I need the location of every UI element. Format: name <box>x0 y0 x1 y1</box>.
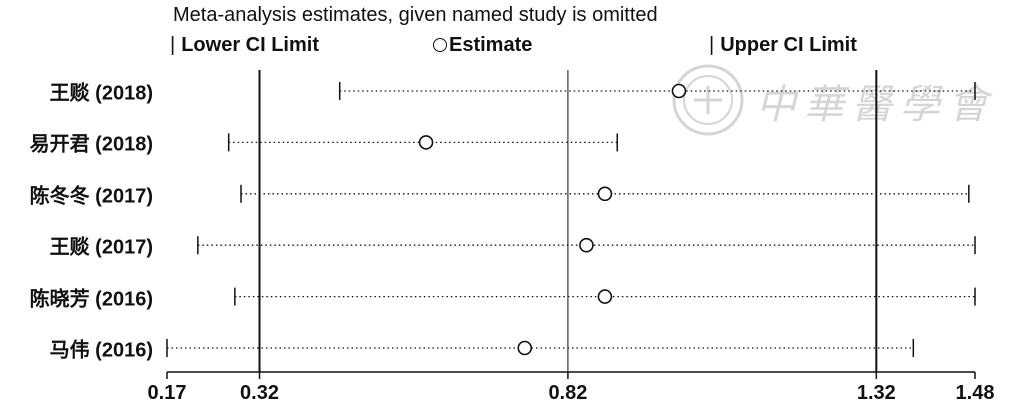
legend-estimate-label: Estimate <box>449 34 533 56</box>
study-label: 陈冬冬 (2017) <box>29 185 153 208</box>
study-label: 易开君 (2018) <box>29 133 153 156</box>
x-tick-label: 1.48 <box>955 382 995 404</box>
x-tick-label: 0.17 <box>147 382 187 404</box>
x-tick-label: 0.32 <box>240 382 279 404</box>
lower-ci-marker-icon: | <box>170 34 176 56</box>
legend-estimate: Estimate <box>433 34 532 57</box>
estimate-point <box>671 83 687 99</box>
watermark-seal-icon <box>672 64 744 136</box>
study-label: 王赕 (2018) <box>49 82 153 105</box>
chart-title: Meta-analysis estimates, given named stu… <box>173 4 658 26</box>
x-tick-label: 1.32 <box>856 382 896 404</box>
upper-ci-marker-icon: | <box>709 34 715 56</box>
study-label: 陈晓芳 (2016) <box>29 288 153 311</box>
legend-upper-ci: | Upper CI Limit <box>709 34 857 57</box>
estimate-point <box>517 340 533 356</box>
legend-lower-ci-label: Lower CI Limit <box>181 34 319 56</box>
x-tick-label: 0.82 <box>548 382 588 404</box>
legend-lower-ci: | Lower CI Limit <box>170 34 319 57</box>
study-label: 马伟 (2016) <box>49 339 153 362</box>
estimate-circle-icon <box>433 38 447 52</box>
watermark-text: 中華醫學會 <box>756 82 996 128</box>
estimate-point <box>597 186 613 202</box>
estimate-point <box>579 237 594 253</box>
estimate-point <box>418 135 434 150</box>
study-label: 王赕 (2017) <box>49 236 153 259</box>
estimate-point <box>597 289 613 304</box>
legend-upper-ci-label: Upper CI Limit <box>720 34 857 56</box>
